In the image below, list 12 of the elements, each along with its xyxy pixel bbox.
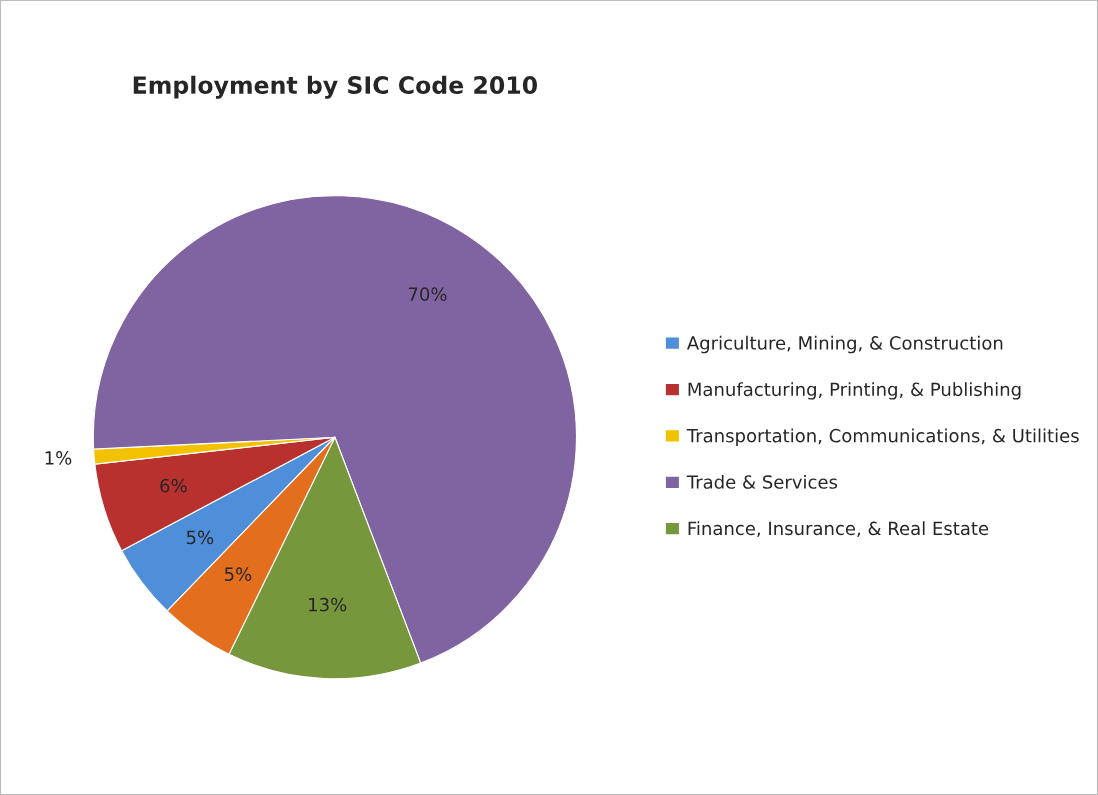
data-label: 5% <box>186 530 214 545</box>
legend-label: Finance, Insurance, & Real Estate <box>688 521 989 538</box>
legend-label: Transportation, Communications, & Utilities <box>686 428 1079 446</box>
data-label: 1% <box>45 451 72 465</box>
legend-label: Trade & Services <box>686 474 838 489</box>
chart-title: Employment by SIC Code 2010 <box>133 75 538 99</box>
legend-label: Manufacturing, Printing, & Publishing <box>688 382 1021 400</box>
legend-label: Agriculture, Mining, & Construction <box>686 335 1003 354</box>
data-label: 70% <box>408 287 447 301</box>
data-label: 13% <box>309 597 347 612</box>
data-label: 5% <box>224 567 252 581</box>
data-label: 6% <box>160 478 187 493</box>
